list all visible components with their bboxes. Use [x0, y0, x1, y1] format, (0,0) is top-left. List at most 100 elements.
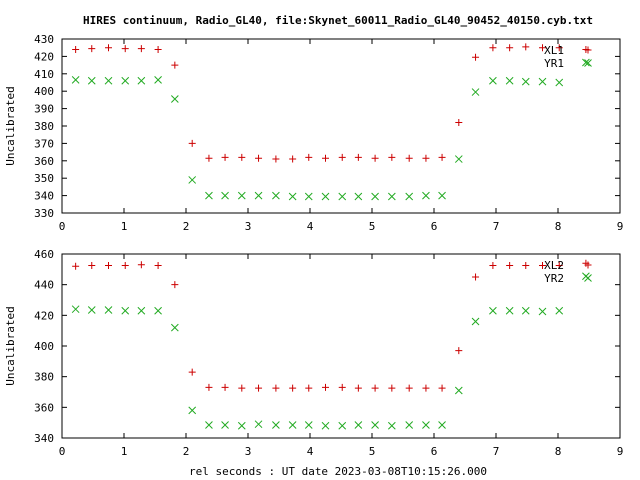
data-point	[354, 192, 363, 201]
data-point	[205, 191, 213, 200]
data-point	[555, 306, 564, 315]
data-point	[538, 77, 547, 86]
x-tick-label: 7	[493, 445, 500, 458]
legend-label: XL2	[544, 259, 564, 272]
legend-label: YR1	[544, 57, 564, 70]
y-tick-label: 400	[34, 340, 54, 353]
legend-label: YR2	[544, 272, 564, 285]
chart-title: HIRES continuum, Radio_GL40, file:Skynet…	[83, 14, 593, 27]
data-point	[489, 76, 497, 85]
data-point	[422, 154, 430, 162]
data-point	[304, 421, 313, 429]
data-point	[205, 383, 213, 391]
data-point	[522, 262, 530, 269]
data-point	[254, 191, 263, 200]
data-point	[304, 192, 313, 201]
data-point	[405, 421, 414, 429]
x-tick-label: 8	[555, 220, 562, 233]
data-point	[221, 153, 229, 161]
data-point	[522, 43, 530, 51]
data-point	[105, 44, 112, 52]
plot-panels: 0 1 2 3 4 5 6 7 8 9330340350360370380390400410420…	[4, 33, 623, 458]
y-tick-label: 440	[34, 279, 54, 292]
data-point	[71, 76, 80, 84]
data-point	[471, 317, 480, 326]
series-xl1	[72, 43, 592, 163]
data-point	[72, 262, 80, 270]
data-point	[254, 420, 263, 429]
data-point	[288, 192, 297, 201]
data-point	[237, 191, 246, 200]
data-point	[505, 76, 514, 85]
data-point	[121, 76, 130, 85]
data-point	[422, 384, 430, 392]
data-point	[539, 262, 546, 269]
data-point	[454, 386, 463, 395]
y-tick-label: 330	[34, 207, 54, 220]
legend-marker	[584, 261, 592, 269]
data-point	[238, 384, 246, 392]
data-point	[422, 421, 430, 429]
y-axis-label: Uncalibrated	[4, 86, 17, 165]
data-point	[438, 421, 446, 429]
data-point	[88, 262, 96, 269]
data-point	[154, 262, 162, 269]
data-point	[188, 176, 197, 184]
data-point	[371, 154, 379, 162]
y-tick-label: 380	[34, 371, 54, 384]
x-tick-label: 9	[617, 220, 624, 233]
data-point	[171, 61, 179, 69]
data-point	[121, 306, 130, 315]
data-point	[289, 155, 297, 163]
data-point	[72, 45, 80, 53]
data-point	[489, 306, 497, 315]
data-point	[438, 153, 446, 161]
data-point	[255, 154, 263, 162]
y-tick-label: 350	[34, 172, 54, 185]
data-point	[288, 421, 297, 429]
data-point	[489, 44, 497, 52]
data-point	[405, 192, 414, 201]
data-point	[205, 154, 213, 162]
data-point	[538, 307, 547, 316]
data-point	[455, 119, 463, 127]
data-point	[88, 45, 96, 53]
plot-panel-2: 0 1 2 3 4 5 6 7 8 9 340 360 380 400 420 440 460 Uncalibra…	[4, 248, 623, 458]
data-point	[555, 262, 563, 269]
data-point	[289, 384, 297, 392]
data-point	[438, 384, 446, 392]
y-tick-label: 420	[34, 50, 54, 63]
x-tick-label: 1	[121, 445, 128, 458]
data-point	[371, 192, 379, 201]
data-point	[255, 384, 263, 392]
x-tick-label: 3	[245, 445, 252, 458]
data-point	[582, 58, 590, 67]
data-point	[506, 262, 514, 269]
x-tick-label: 2	[183, 445, 190, 458]
legend-label: XL1	[544, 44, 564, 57]
x-tick-label: 5	[369, 445, 376, 458]
data-point	[539, 44, 546, 52]
data-point	[505, 306, 514, 315]
x-tick-label: 6	[431, 445, 438, 458]
data-point	[489, 262, 497, 269]
data-point	[272, 155, 280, 163]
data-point	[506, 44, 514, 52]
x-tick-label: 4	[307, 445, 314, 458]
y-tick-label: 340	[34, 432, 54, 445]
y-tick-label: 420	[34, 309, 54, 322]
data-point	[237, 421, 246, 430]
data-point	[555, 44, 563, 52]
data-point	[221, 383, 229, 391]
y-tick-label: 380	[34, 120, 54, 133]
x-tick-label: 2	[183, 220, 190, 233]
data-point	[272, 384, 280, 392]
y-tick-label: 430	[34, 33, 54, 46]
data-point	[121, 45, 129, 53]
data-point	[405, 384, 413, 392]
data-point	[272, 421, 280, 429]
data-point	[87, 306, 96, 314]
data-point	[321, 192, 330, 201]
data-point	[338, 153, 346, 161]
